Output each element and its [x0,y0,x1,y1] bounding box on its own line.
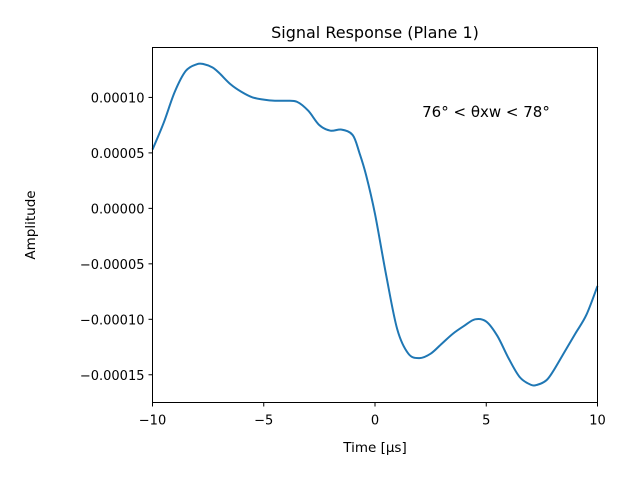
x-tick-label: 5 [482,414,490,429]
y-tick-label: −0.00005 [80,258,145,273]
y-tick-label: 0.00010 [91,91,145,106]
plot-area-frame [152,47,598,403]
x-tick-label: 10 [589,414,606,429]
series-line [151,62,599,387]
y-tick-label: 0.00005 [91,147,145,162]
x-tick-label: −10 [139,414,166,429]
x-axis-label: Time [μs] [342,440,407,456]
y-tick-label: 0.00000 [91,202,145,217]
x-axis-ticks: −10 −5 0 5 10 [139,402,606,429]
chart-title: Signal Response (Plane 1) [271,23,479,42]
y-axis-ticks: 0.00010 0.00005 0.00000 −0.00005 −0.00010 −0.… [80,91,153,384]
x-tick-label: 0 [371,414,379,429]
angle-annotation: 76° < θxw < 78° [422,103,550,121]
y-tick-label: −0.00010 [80,313,145,328]
y-axis-label: Amplitude [23,190,39,259]
y-tick-label: −0.00015 [80,369,145,384]
x-tick-label: −5 [254,414,273,429]
